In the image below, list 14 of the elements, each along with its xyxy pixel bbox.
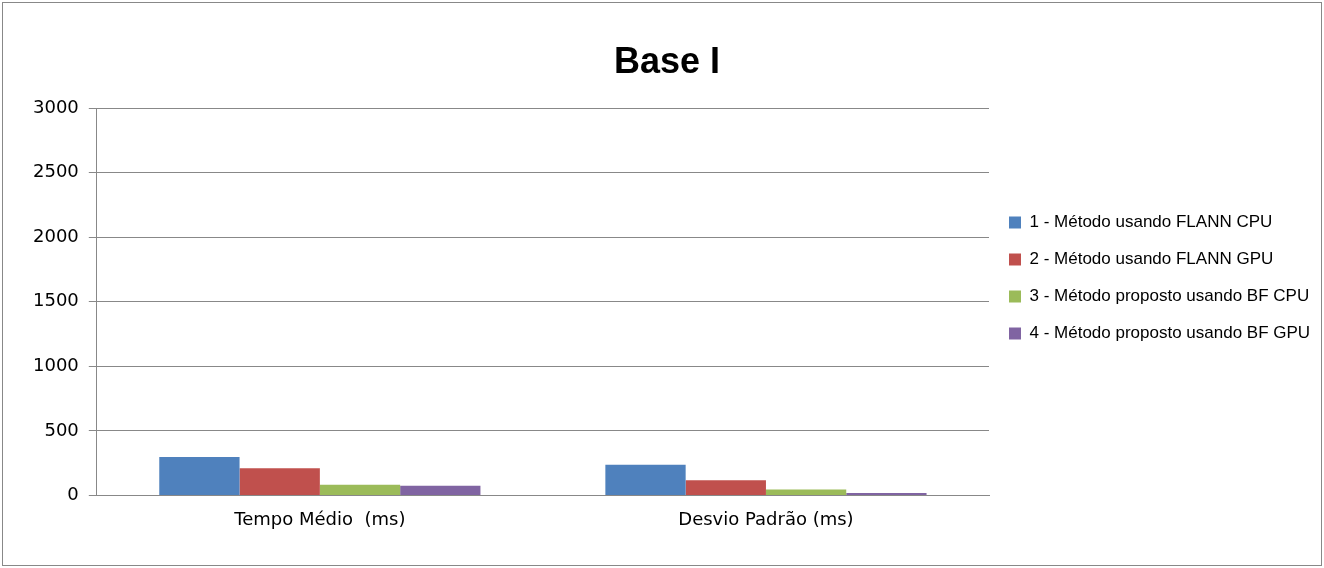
x-tick-label: Desvio Padrão (ms) [678, 507, 854, 529]
y-tick-label: 2000 [33, 224, 79, 246]
y-tick-label: 500 [44, 418, 79, 440]
legend-label: 2 - Método usando FLANN GPU [1029, 249, 1274, 269]
legend-label: 3 - Método proposto usando BF CPU [1029, 286, 1310, 306]
legend-label: 4 - Método proposto usando BF GPU [1029, 323, 1311, 343]
legend-label: 1 - Método usando FLANN CPU [1029, 212, 1273, 232]
y-tick-label: 1500 [33, 289, 79, 311]
y-tick-label: 3000 [33, 95, 79, 117]
y-tick-label: 1000 [33, 354, 79, 376]
x-tick-label: Tempo Médio (ms) [233, 507, 406, 529]
y-tick-label: 2500 [33, 160, 79, 182]
y-tick-label: 0 [67, 483, 79, 505]
chart-title: Base I [613, 39, 721, 81]
